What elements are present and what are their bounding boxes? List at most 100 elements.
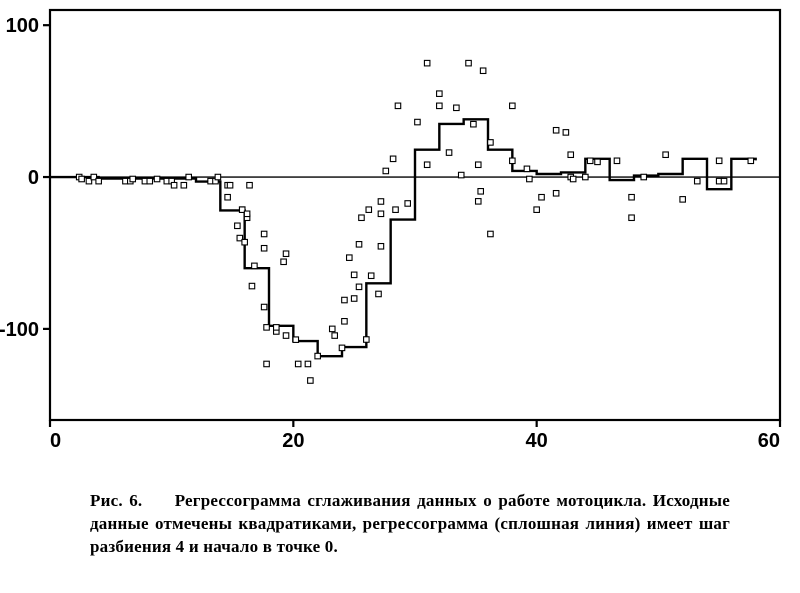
x-tick-label: 40 [526,430,548,452]
x-tick-label: 20 [282,430,304,452]
scatter-point [437,103,443,109]
scatter-point [510,158,516,164]
scatter-point [235,223,241,229]
scatter-point [395,103,401,109]
scatter-point [293,337,299,343]
scatter-point [476,199,482,205]
scatter-point [539,194,545,200]
scatter-point [641,174,647,180]
scatter-point [249,283,255,289]
scatter-point [364,337,370,343]
scatter-point [366,207,372,213]
scatter-point [405,201,411,207]
scatter-point [471,121,477,127]
scatter-point [553,128,559,133]
regressogram-chart: -100 0 100 0 20 40 60 [0,0,800,460]
scatter-point [524,166,530,172]
scatter-point [96,178,102,184]
scatter-point [315,353,321,359]
scatter-point [261,246,267,252]
step-line [50,119,756,356]
y-tick-label: 100 [6,15,39,37]
scatter-point [264,361,270,367]
scatter-point [568,152,574,158]
scatter-point [680,197,686,203]
scatter-point [225,194,231,200]
scatter-point [347,255,353,260]
scatter-point [553,191,559,197]
scatter-point [510,103,516,109]
scatter-point [130,176,136,182]
figure-caption: Рис. 6. Регрессограмма сглаживания данны… [90,490,730,559]
scatter-point [527,176,533,182]
scatter-point [466,60,472,66]
caption-body: Регрессограмма сглаживания данных о рабо… [90,491,730,556]
scatter-point [332,333,338,339]
figure-container: -100 0 100 0 20 40 60 Рис. 6. Регрессограмма с… [0,0,800,593]
scatter-point [488,231,494,237]
scatter-point [415,119,421,125]
scatter-point [587,158,593,164]
scatter-point [215,174,221,180]
scatter-point [351,296,357,302]
scatter-point [295,361,301,367]
scatter-point [583,174,589,180]
x-tick-label: 60 [758,430,780,452]
scatter-point [454,105,460,111]
scatter-point [458,172,464,178]
scatter-point [476,162,482,168]
y-tick-label: -100 [0,319,39,341]
scatter-point [339,345,345,351]
scatter-point [629,194,635,200]
scatter-point [488,140,494,146]
scatter-point [390,156,396,162]
scatter-point [252,263,258,269]
scatter-point [663,152,669,158]
scatter-point [181,182,187,188]
scatter-point [748,158,754,164]
scatter-point [437,91,443,97]
scatter-point [342,319,348,325]
scatter-point [570,176,576,182]
scatter-point [351,272,357,278]
scatter-point [378,199,384,205]
scatter-point [264,325,270,331]
scatter-point [154,176,160,182]
scatter-point [308,378,314,384]
scatter-point [368,273,374,279]
y-tick-label: 0 [28,167,39,189]
scatter-point [356,242,362,248]
scatter-point [378,211,384,217]
scatter-point [274,325,280,331]
scatter-point [79,176,85,182]
scatter-point [716,158,722,164]
scatter-point [283,251,289,257]
scatter-point [147,178,153,184]
scatter-point [595,159,601,165]
scatter-point [342,297,348,303]
scatter-point [563,130,569,136]
scatter-point [283,333,289,339]
scatter-point [446,150,452,156]
scatter-point [244,211,250,217]
scatter-point [261,231,267,237]
scatter-point [424,60,430,66]
caption-prefix: Рис. 6. [90,491,142,510]
scatter-point [242,239,248,245]
scatter-point [383,168,389,174]
scatter-point [478,189,484,195]
scatter-point [721,178,727,184]
scatter-point [247,182,253,188]
scatter-point [378,244,384,250]
scatter-point [614,158,620,164]
scatter-point [261,304,267,310]
scatter-point [171,182,177,188]
scatter-point [281,259,287,265]
scatter-point [305,361,311,367]
x-tick-label: 0 [50,430,61,452]
scatter-point [186,174,192,180]
scatter-point [376,291,382,297]
scatter-point [480,68,486,74]
scatter-point [227,182,233,188]
scatter-point [424,162,430,168]
